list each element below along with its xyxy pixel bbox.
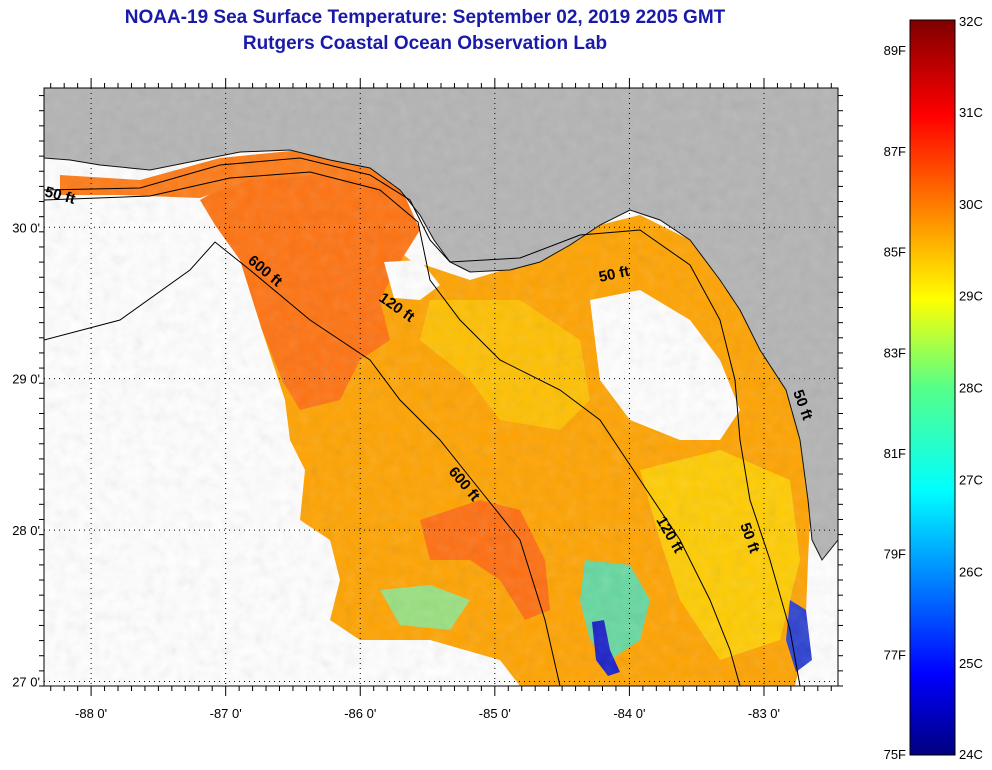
lon-tick-label: -87 0'	[210, 706, 242, 721]
contour-600ft	[44, 241, 561, 686]
colorbar-celsius-label: 24C	[959, 747, 983, 762]
colorbar	[909, 19, 956, 756]
lat-tick-label: 27 0'	[12, 674, 40, 689]
colorbar-fahrenheit-label: 85F	[884, 245, 906, 260]
lon-tick-label: -84 0'	[613, 706, 645, 721]
colorbar-fahrenheit-label: 89F	[884, 43, 906, 58]
tick-labels: -88 0' -87 0' -86 0' -85 0' -84 0' -83 0' 30 0…	[12, 220, 780, 721]
colorbar-celsius-label: 27C	[959, 472, 983, 487]
lat-tick-label: 29 0'	[12, 372, 40, 387]
lat-tick-label: 28 0'	[12, 523, 40, 538]
lat-tick-label: 30 0'	[12, 220, 40, 235]
lon-tick-label: -88 0'	[75, 706, 107, 721]
colorbar-fahrenheit-label: 83F	[884, 345, 906, 360]
contour-120ft	[44, 171, 741, 686]
colorbar-ticks: 32C 31C 30C 29C 28C 27C 26C 25C 24C 89F 87F 85F 83F 8…	[884, 14, 983, 762]
colorbar-celsius-label: 30C	[959, 197, 983, 212]
map-subtitle: Rutgers Coastal Ocean Observation Lab	[242, 33, 608, 54]
lon-tick-label: -85 0'	[479, 706, 511, 721]
graticule	[39, 78, 843, 696]
lon-tick-label: -83 0'	[748, 706, 780, 721]
colorbar-celsius-label: 26C	[959, 564, 983, 579]
colorbar-celsius-label: 28C	[959, 381, 983, 396]
contour-label-50ft-east: 50 ft	[597, 263, 631, 286]
contour-50ft	[44, 157, 801, 686]
colorbar-fahrenheit-label: 81F	[884, 446, 906, 461]
lon-tick-label: -86 0'	[344, 706, 376, 721]
map-title: NOAA-19 Sea Surface Temperature: Septemb…	[124, 7, 726, 28]
colorbar-celsius-label: 31C	[959, 105, 983, 120]
colorbar-fahrenheit-label: 77F	[884, 647, 906, 662]
colorbar-celsius-label: 29C	[959, 289, 983, 304]
texture-overlay	[44, 88, 838, 686]
colorbar-celsius-label: 25C	[959, 656, 983, 671]
colorbar-fahrenheit-label: 75F	[884, 747, 906, 762]
colorbar-celsius-label: 32C	[959, 14, 983, 29]
colorbar-fahrenheit-label: 79F	[884, 547, 906, 562]
colorbar-fahrenheit-label: 87F	[884, 144, 906, 159]
